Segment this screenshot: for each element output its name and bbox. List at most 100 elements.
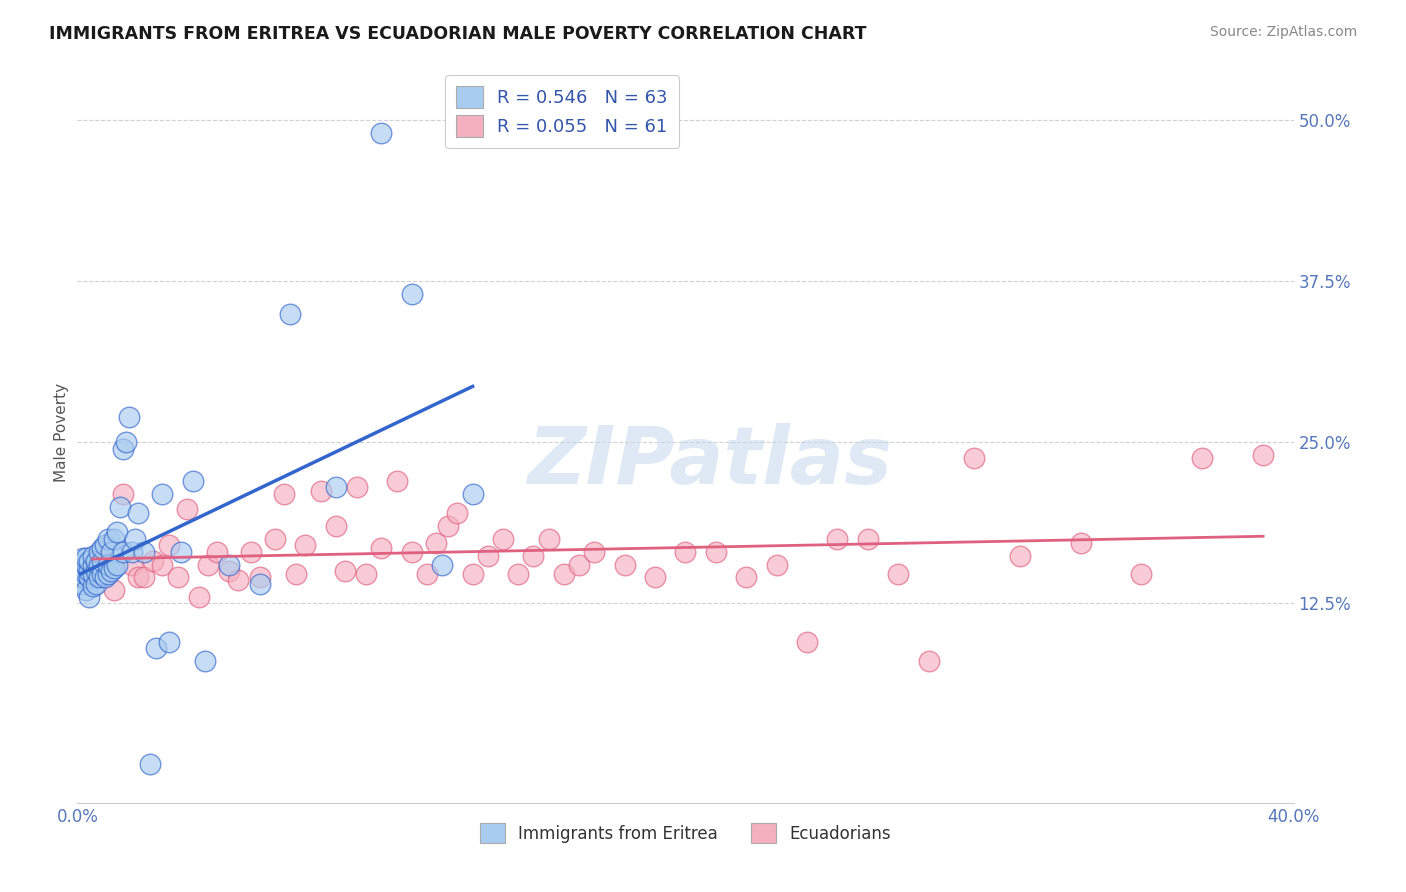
Point bbox=[294, 538, 316, 552]
Point bbox=[93, 538, 115, 552]
Point bbox=[103, 561, 125, 575]
Point bbox=[537, 532, 560, 546]
Point bbox=[205, 545, 228, 559]
Point bbox=[188, 590, 211, 604]
Point bbox=[90, 570, 112, 584]
Point bbox=[385, 474, 408, 488]
Point bbox=[508, 566, 530, 581]
Point bbox=[69, 558, 91, 572]
Point bbox=[84, 554, 107, 568]
Point bbox=[477, 549, 499, 563]
Point bbox=[75, 583, 97, 598]
Point bbox=[105, 558, 128, 572]
Point bbox=[461, 566, 484, 581]
Point bbox=[583, 545, 606, 559]
Point bbox=[446, 506, 468, 520]
Point bbox=[157, 635, 180, 649]
Point bbox=[197, 558, 219, 572]
Point bbox=[134, 570, 156, 584]
Point bbox=[194, 654, 217, 668]
Point bbox=[401, 287, 423, 301]
Point bbox=[142, 554, 165, 568]
Point bbox=[139, 757, 162, 772]
Point bbox=[1191, 450, 1213, 465]
Point bbox=[75, 558, 97, 572]
Point bbox=[522, 549, 544, 563]
Point bbox=[103, 532, 125, 546]
Point bbox=[333, 564, 356, 578]
Point bbox=[72, 577, 94, 591]
Point bbox=[69, 566, 91, 581]
Point bbox=[100, 564, 122, 578]
Point bbox=[704, 545, 727, 559]
Point bbox=[103, 583, 125, 598]
Point bbox=[285, 566, 308, 581]
Point bbox=[401, 545, 423, 559]
Point bbox=[218, 564, 240, 578]
Point bbox=[69, 577, 91, 591]
Point bbox=[82, 579, 104, 593]
Text: Source: ZipAtlas.com: Source: ZipAtlas.com bbox=[1209, 25, 1357, 39]
Point bbox=[157, 538, 180, 552]
Point bbox=[963, 450, 986, 465]
Point bbox=[134, 545, 156, 559]
Point bbox=[82, 566, 104, 581]
Point bbox=[90, 554, 112, 568]
Point bbox=[856, 532, 879, 546]
Point bbox=[105, 525, 128, 540]
Point bbox=[93, 570, 115, 584]
Y-axis label: Male Poverty: Male Poverty bbox=[53, 383, 69, 483]
Point bbox=[79, 570, 101, 584]
Point bbox=[735, 570, 758, 584]
Point bbox=[309, 484, 332, 499]
Point bbox=[75, 551, 97, 566]
Point bbox=[84, 564, 107, 578]
Point bbox=[87, 570, 110, 584]
Point bbox=[82, 558, 104, 572]
Point bbox=[675, 545, 697, 559]
Point bbox=[124, 532, 146, 546]
Point bbox=[166, 570, 188, 584]
Point bbox=[325, 519, 347, 533]
Point bbox=[765, 558, 787, 572]
Point bbox=[82, 549, 104, 563]
Point bbox=[181, 474, 204, 488]
Point bbox=[111, 545, 134, 559]
Point bbox=[264, 532, 287, 546]
Point bbox=[1070, 535, 1092, 549]
Point bbox=[918, 654, 941, 668]
Point bbox=[118, 409, 141, 424]
Point bbox=[249, 570, 271, 584]
Point bbox=[176, 502, 198, 516]
Point bbox=[127, 506, 149, 520]
Point bbox=[111, 487, 134, 501]
Point bbox=[145, 641, 167, 656]
Point bbox=[170, 545, 193, 559]
Point bbox=[90, 566, 112, 581]
Point bbox=[278, 306, 301, 320]
Point bbox=[72, 551, 94, 566]
Point bbox=[79, 564, 101, 578]
Point bbox=[90, 541, 112, 555]
Point bbox=[461, 487, 484, 501]
Point bbox=[796, 635, 818, 649]
Text: ZIPatlas: ZIPatlas bbox=[527, 423, 893, 501]
Point bbox=[425, 535, 447, 549]
Text: IMMIGRANTS FROM ERITREA VS ECUADORIAN MALE POVERTY CORRELATION CHART: IMMIGRANTS FROM ERITREA VS ECUADORIAN MA… bbox=[49, 25, 866, 43]
Point bbox=[1130, 566, 1153, 581]
Point bbox=[553, 566, 575, 581]
Point bbox=[228, 573, 250, 587]
Point bbox=[1251, 448, 1274, 462]
Point bbox=[87, 545, 110, 559]
Point bbox=[1008, 549, 1031, 563]
Point bbox=[97, 566, 120, 581]
Point bbox=[97, 532, 120, 546]
Point bbox=[370, 541, 392, 555]
Point bbox=[346, 480, 368, 494]
Point bbox=[152, 487, 174, 501]
Point bbox=[82, 558, 104, 572]
Point bbox=[249, 577, 271, 591]
Point bbox=[115, 435, 138, 450]
Point bbox=[79, 554, 101, 568]
Point bbox=[827, 532, 849, 546]
